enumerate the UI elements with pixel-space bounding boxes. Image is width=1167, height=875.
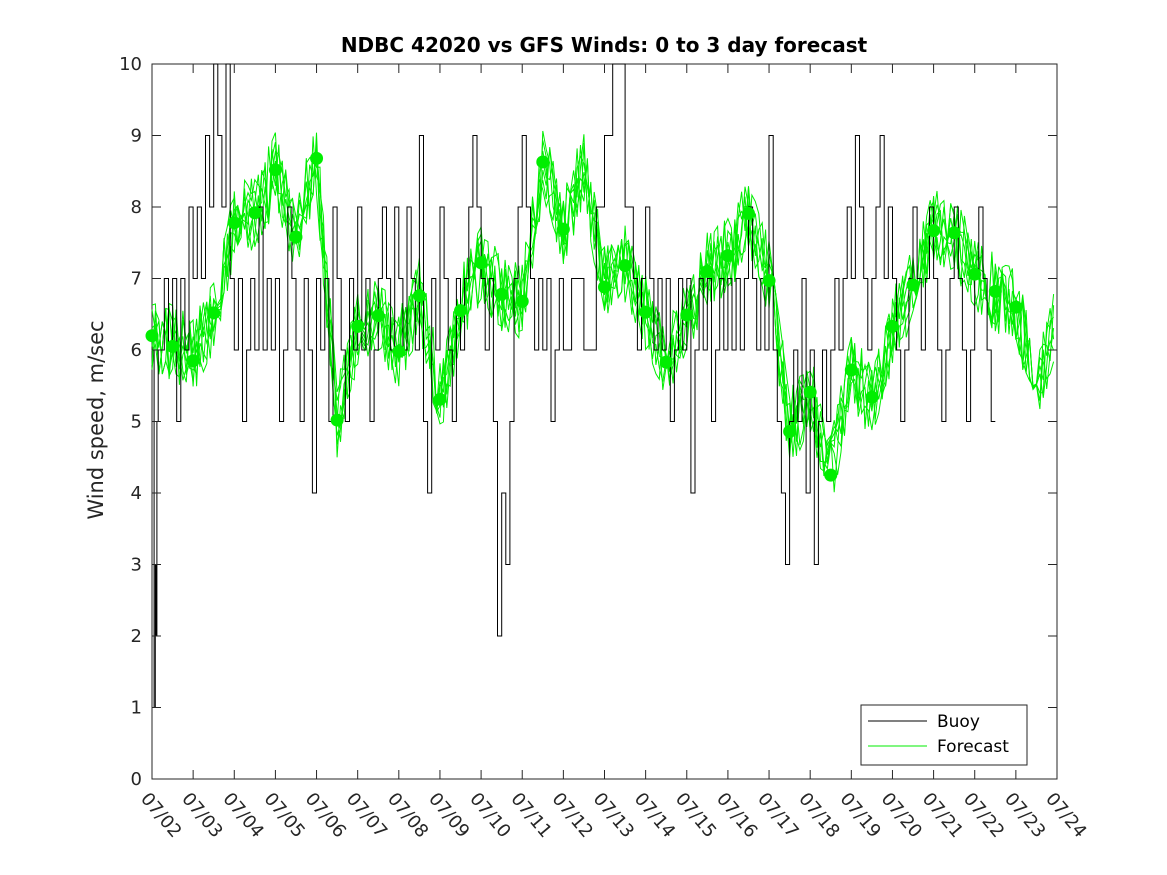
- y-tick-label: 2: [131, 626, 142, 647]
- forecast-point: [803, 385, 817, 399]
- forecast-point: [927, 224, 941, 238]
- forecast-point: [412, 289, 426, 303]
- y-tick-label: 10: [119, 54, 142, 75]
- forecast-point: [536, 155, 550, 169]
- y-tick-label: 6: [131, 340, 142, 361]
- forecast-point: [433, 392, 447, 406]
- plot-area: [145, 63, 1058, 780]
- forecast-point: [371, 309, 385, 323]
- forecast-point: [700, 264, 714, 278]
- forecast-point: [454, 304, 468, 318]
- y-tick-label: 8: [131, 197, 142, 218]
- forecast-point: [392, 344, 406, 358]
- y-tick-label: 1: [131, 698, 142, 719]
- forecast-point: [721, 249, 735, 263]
- forecast-point: [351, 319, 365, 333]
- forecast-point: [741, 206, 755, 220]
- forecast-point: [515, 294, 529, 308]
- forecast-run-line: [151, 130, 1055, 473]
- forecast-point: [618, 259, 632, 273]
- forecast-point: [659, 355, 673, 369]
- forecast-point: [248, 206, 262, 220]
- forecast-point: [166, 339, 180, 353]
- forecast-point: [495, 287, 509, 301]
- forecast-point: [207, 306, 221, 320]
- buoy-line: [152, 63, 996, 708]
- forecast-point: [289, 230, 303, 244]
- forecast-point: [865, 390, 879, 404]
- y-tick-label: 5: [131, 412, 142, 433]
- forecast-point: [947, 226, 961, 240]
- forecast-point: [186, 354, 200, 368]
- chart-title: NDBC 42020 vs GFS Winds: 0 to 3 day fore…: [341, 33, 868, 57]
- legend-forecast-label: Forecast: [937, 737, 1009, 757]
- forecast-point: [762, 274, 776, 288]
- forecast-point: [844, 363, 858, 377]
- forecast-point: [968, 267, 982, 281]
- y-tick-label: 3: [131, 555, 142, 576]
- forecast-point: [1009, 300, 1023, 314]
- legend-buoy-label: Buoy: [937, 712, 980, 732]
- buoy-series: [152, 63, 996, 708]
- forecast-point: [145, 329, 159, 343]
- forecast-point: [268, 163, 282, 177]
- y-tick-label: 7: [131, 269, 142, 290]
- y-tick-label: 0: [131, 769, 142, 790]
- forecast-point: [639, 305, 653, 319]
- forecast-point: [783, 425, 797, 439]
- forecast-run-line: [151, 134, 1055, 452]
- forecast-point: [227, 216, 241, 230]
- forecast-point: [330, 413, 344, 427]
- forecast-point: [680, 308, 694, 322]
- y-tick-label: 4: [131, 483, 142, 504]
- forecast-point: [906, 278, 920, 292]
- forecast-point: [556, 222, 570, 236]
- forecast-point: [310, 151, 324, 165]
- y-tick-label: 9: [131, 126, 142, 147]
- forecast-point: [598, 280, 611, 294]
- forecast-run-line: [151, 132, 1055, 493]
- forecast-points: [145, 151, 1023, 482]
- forecast-point: [885, 319, 899, 333]
- forecast-point: [988, 284, 1002, 298]
- legend: Buoy Forecast: [860, 704, 1028, 766]
- forecast-point: [824, 468, 838, 482]
- legend-box: [860, 704, 1028, 766]
- forecast-point: [474, 256, 488, 270]
- y-axis: 0 1 2 3 4 5 6 7 8 9 10: [119, 54, 1057, 790]
- y-axis-label: Wind speed, m/sec: [84, 320, 108, 519]
